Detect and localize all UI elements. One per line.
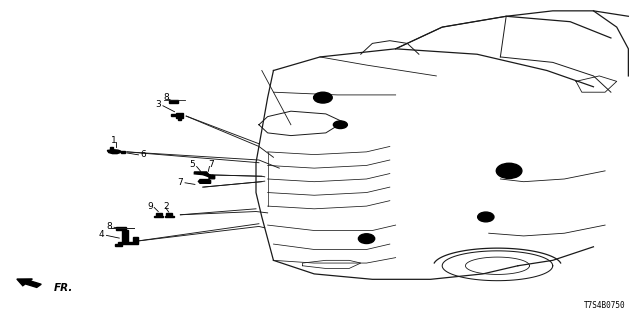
Text: 2: 2	[163, 202, 168, 211]
Polygon shape	[195, 172, 214, 179]
Ellipse shape	[477, 212, 494, 222]
Text: FR.: FR.	[54, 283, 73, 293]
Polygon shape	[169, 100, 178, 103]
Polygon shape	[116, 227, 126, 229]
Polygon shape	[166, 213, 172, 216]
Text: 1: 1	[111, 136, 117, 145]
Polygon shape	[156, 213, 162, 216]
Polygon shape	[110, 147, 113, 150]
Polygon shape	[198, 180, 211, 183]
Text: 7: 7	[208, 160, 214, 169]
Polygon shape	[154, 216, 163, 217]
FancyArrow shape	[17, 279, 41, 287]
Ellipse shape	[358, 234, 374, 244]
Ellipse shape	[333, 121, 348, 129]
Ellipse shape	[496, 163, 522, 179]
Polygon shape	[133, 237, 138, 242]
Text: 5: 5	[189, 160, 195, 169]
Polygon shape	[118, 242, 138, 244]
Text: 9: 9	[147, 202, 153, 211]
Text: 7: 7	[177, 178, 183, 187]
Polygon shape	[164, 216, 173, 217]
Text: 8: 8	[163, 93, 169, 102]
Ellipse shape	[314, 92, 332, 103]
Polygon shape	[108, 150, 121, 154]
Polygon shape	[122, 230, 128, 242]
Text: 8: 8	[106, 222, 112, 231]
Polygon shape	[115, 244, 122, 246]
Polygon shape	[176, 113, 182, 118]
Polygon shape	[171, 114, 176, 116]
Text: 3: 3	[156, 100, 161, 109]
Text: 6: 6	[140, 150, 146, 159]
Text: 4: 4	[99, 230, 104, 239]
Polygon shape	[121, 151, 125, 153]
Text: T7S4B0750: T7S4B0750	[584, 301, 625, 310]
Polygon shape	[178, 118, 180, 120]
